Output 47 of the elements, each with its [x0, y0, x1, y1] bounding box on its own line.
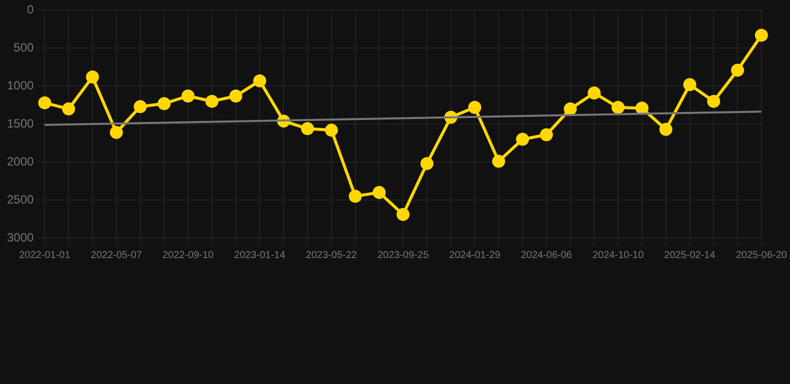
x-tick-label: 2023-09-25	[377, 250, 430, 261]
point	[564, 102, 577, 116]
point	[324, 124, 338, 137]
point	[62, 102, 76, 116]
point	[205, 94, 218, 108]
point	[229, 90, 242, 103]
y-tick-label: 2500	[6, 192, 34, 206]
point	[38, 96, 52, 110]
point	[348, 190, 362, 203]
x-tick-label: 2022-01-01	[19, 250, 71, 261]
y-tick-label: 1500	[6, 116, 34, 130]
point	[420, 157, 434, 170]
x-tick-label: 2024-10-10	[592, 250, 644, 261]
y-tick-label: 2000	[6, 154, 34, 168]
x-tick-label: 2024-06-06	[520, 250, 572, 261]
point	[707, 94, 720, 108]
x-tick-label: 2023-01-14	[234, 250, 286, 261]
point	[396, 208, 410, 221]
point	[754, 28, 768, 42]
x-tick-label: 2025-06-20	[736, 250, 788, 261]
point	[300, 122, 314, 136]
y-tick-label: 500	[14, 40, 34, 54]
x-tick-label: 2022-05-07	[90, 250, 142, 261]
x-tick-label: 2022-09-10	[162, 250, 214, 261]
point	[492, 154, 506, 168]
x-tick-label: 2025-02-14	[664, 250, 716, 261]
point	[683, 78, 696, 92]
x-tick-label: 2023-05-22	[306, 250, 358, 261]
point	[516, 132, 530, 146]
point	[588, 86, 601, 100]
point	[372, 186, 386, 199]
point	[158, 97, 171, 110]
point	[540, 128, 553, 142]
y-tick-label: 3000	[6, 230, 34, 244]
point	[134, 100, 147, 114]
point	[731, 64, 744, 77]
point	[182, 90, 195, 103]
point	[110, 126, 123, 139]
point	[253, 74, 266, 88]
point	[612, 100, 625, 114]
x-tick-label: 2024-01-29	[449, 250, 501, 261]
point	[468, 100, 482, 114]
point	[86, 70, 99, 84]
y-tick-label: 1000	[6, 78, 34, 92]
point	[635, 102, 648, 115]
y-tick-label: 0	[27, 2, 34, 17]
point	[659, 122, 672, 136]
